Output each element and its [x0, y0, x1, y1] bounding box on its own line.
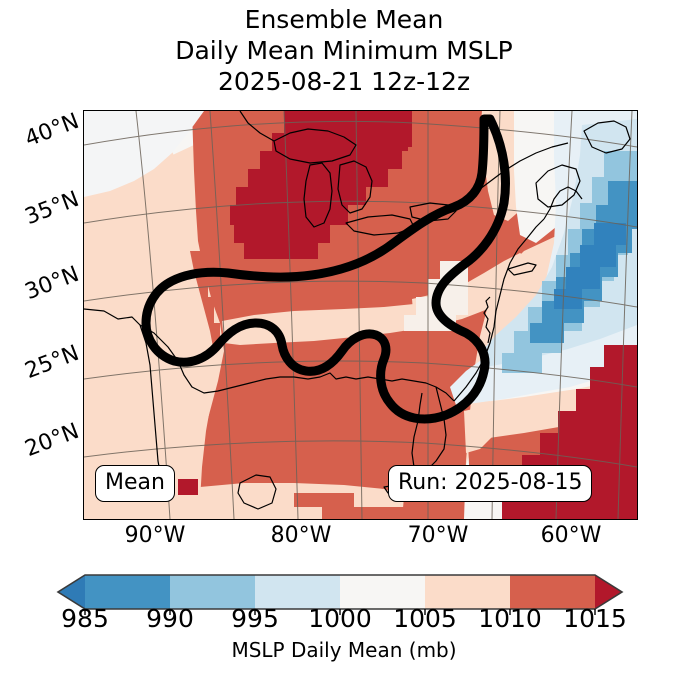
colorbar-under-arrow [58, 575, 85, 609]
title-line-2: Daily Mean Minimum MSLP [175, 36, 513, 65]
title-line-1: Ensemble Mean [244, 5, 444, 34]
colorbar-tick-995: 995 [231, 604, 279, 633]
band-1005-1010-ohiovalley [222, 271, 508, 345]
lat-tick-30N: 30°N [21, 261, 83, 306]
coast-long-island [507, 262, 537, 276]
lake-michigan [303, 162, 333, 228]
lon-tick-70W: 70°W [407, 523, 469, 548]
colorbar-tick-1010: 1010 [478, 604, 542, 633]
coast-nova-scotia [535, 164, 581, 208]
coast-yucatan [237, 474, 277, 510]
mean-label-badge: Mean [95, 465, 175, 502]
gridline-lon-85 [209, 111, 235, 519]
band-1010-1015-caribbean-steps [294, 493, 408, 519]
band-deep-low-center [554, 223, 626, 309]
gridline-lon-60 [555, 111, 573, 519]
colorbar[interactable]: 985 990 995 1000 1005 1010 1015 MSLP Dai… [0, 560, 688, 674]
band-over-1015-midwest [230, 111, 412, 259]
gridline-lat-25 [84, 360, 637, 388]
colorbar-tick-1005: 1005 [393, 604, 457, 633]
colorbar-tick-1000: 1000 [308, 604, 372, 633]
coast-newfoundland [583, 120, 631, 154]
run-label-badge: Run: 2025-08-15 [388, 465, 593, 502]
gridline-lon-80 [283, 111, 299, 519]
mean-label-text: Mean [105, 470, 165, 495]
gridline-lat-20 [84, 440, 637, 468]
band-over-1015-yucatan-edge [178, 479, 198, 495]
lake-huron [337, 160, 373, 214]
border-canada [239, 111, 275, 142]
lat-tick-20N: 20°N [21, 418, 83, 463]
map-raster [84, 111, 637, 519]
colorbar-axis-label: MSLP Daily Mean (mb) [231, 638, 457, 662]
gridline-lon-75 [355, 111, 363, 519]
thick-contour-isobar [141, 114, 510, 424]
colorbar-ticks [84, 609, 596, 615]
lat-tick-35N: 35°N [21, 186, 83, 231]
lon-tick-90W: 90°W [124, 523, 186, 548]
band-1005-1010-florida-east [464, 407, 496, 453]
colorbar-bands [85, 575, 595, 609]
graticule [84, 111, 637, 519]
colorbar-tick-985: 985 [61, 604, 109, 633]
coast-chesapeake [483, 296, 491, 344]
lon-tick-80W: 80°W [270, 523, 332, 548]
run-label-text: Run: 2025-08-15 [398, 470, 583, 495]
gridline-lat-40 [84, 120, 637, 148]
mslp-map[interactable]: Mean Run: 2025-08-15 [83, 110, 638, 520]
title-line-3: 2025-08-21 12z-12z [217, 67, 471, 96]
coast-east [453, 218, 545, 402]
lake-superior [273, 128, 357, 164]
colorbar-tick-1015: 1015 [563, 604, 627, 633]
gridline-lon-55 [617, 111, 633, 519]
page-title: Ensemble Mean Daily Mean Minimum MSLP 20… [0, 4, 688, 97]
coast-gulf [84, 308, 455, 402]
lat-tick-25N: 25°N [21, 340, 83, 385]
mslp-shaded-bands [84, 111, 637, 519]
band-1000-1005-nw [84, 111, 204, 197]
gridline-lat-30 [84, 280, 637, 308]
gridline-lon-90 [135, 111, 171, 519]
colorbar-over-arrow [595, 575, 622, 609]
colorbar-graphic [56, 574, 624, 615]
lon-tick-60W: 60°W [540, 523, 602, 548]
gridline-lat-35 [84, 200, 637, 228]
colorbar-tick-990: 990 [146, 604, 194, 633]
lat-tick-40N: 40°N [21, 108, 83, 153]
lake-ontario [409, 202, 457, 222]
